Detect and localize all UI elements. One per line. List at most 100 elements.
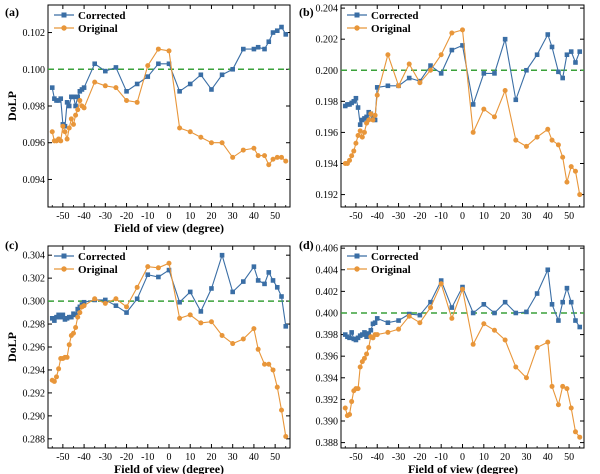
y-tick-label: 0.390 [316, 416, 339, 427]
data-point-corrected [156, 61, 161, 67]
data-point-corrected [374, 316, 380, 321]
data-point-original [240, 147, 246, 153]
data-point-corrected [145, 74, 151, 79]
data-point-original [361, 129, 367, 135]
data-point-corrected [255, 278, 261, 283]
data-point-original [449, 315, 455, 321]
data-point-original [470, 129, 476, 135]
data-point-corrected [545, 267, 551, 273]
x-tick-label: 0 [460, 452, 465, 463]
data-point-original [166, 48, 172, 54]
data-point-corrected [75, 94, 81, 100]
data-point-corrected [385, 320, 391, 325]
y-tick-label: 0.192 [316, 190, 339, 201]
data-point-original [279, 154, 285, 160]
data-point-original [187, 129, 193, 135]
data-point-original [177, 125, 183, 131]
y-tick-label: 0.094 [23, 175, 46, 186]
data-point-original [534, 345, 540, 351]
x-tick-label: 0 [167, 452, 172, 463]
data-point-corrected [279, 294, 284, 299]
data-point-corrected [64, 100, 70, 105]
data-point-original [560, 383, 566, 389]
data-point-corrected [283, 324, 289, 329]
data-point-original [77, 97, 83, 103]
data-point-original [81, 105, 87, 111]
data-point-corrected [166, 267, 172, 273]
data-point-original [266, 361, 272, 367]
x-tick-label: -30 [99, 452, 112, 463]
data-point-corrected [545, 32, 551, 37]
data-point-corrected [560, 299, 565, 305]
chart-panel-2: (b) -50 -40 -30 -20 -10 0 10 20 30 40 50 0.192 0.194 0… [299, 4, 585, 222]
data-point-original [357, 364, 363, 370]
data-point-original [219, 140, 225, 146]
data-point-original [396, 83, 402, 89]
data-point-original [355, 386, 361, 392]
x-tick-label: 10 [479, 452, 489, 463]
data-point-corrected [481, 302, 487, 307]
data-point-original [438, 281, 444, 287]
data-point-corrected [573, 60, 578, 65]
data-point-original [155, 265, 161, 271]
data-point-original [491, 114, 497, 120]
data-point-corrected [357, 122, 363, 127]
data-point-original [283, 158, 289, 164]
panel-label: (b) [299, 5, 314, 19]
y-tick-label: 0.402 [316, 287, 339, 298]
data-point-corrected [52, 318, 57, 323]
series-line-corrected [51, 26, 287, 128]
data-point-original [166, 260, 172, 266]
x-tick-label: -10 [141, 452, 154, 463]
data-point-original [198, 320, 204, 326]
data-point-corrected [187, 81, 193, 87]
data-point-original [155, 46, 161, 52]
data-point-corrected [145, 272, 151, 277]
legend-marker [61, 266, 67, 272]
data-point-original [370, 117, 376, 123]
data-point-original [230, 341, 236, 347]
data-point-original [372, 112, 378, 118]
x-tick-label: -10 [435, 452, 448, 463]
data-point-corrected [564, 52, 570, 58]
data-point-original [262, 153, 268, 159]
data-point-corrected [198, 309, 204, 314]
data-point-corrected [364, 334, 369, 340]
data-point-corrected [69, 314, 74, 320]
data-point-corrected [251, 264, 257, 269]
legend-marker [61, 25, 67, 31]
data-point-corrected [577, 324, 583, 330]
data-point-original [560, 154, 566, 160]
x-tick-label: 40 [249, 452, 259, 463]
data-point-corrected [124, 89, 129, 94]
data-point-corrected [366, 331, 372, 336]
x-tick-label: 20 [206, 211, 216, 222]
data-point-original [75, 107, 81, 113]
data-point-corrected [368, 327, 374, 333]
data-point-original [374, 92, 380, 98]
data-point-original [460, 286, 465, 292]
data-point-original [262, 361, 268, 367]
data-point-corrected [219, 252, 225, 258]
data-point-original [113, 296, 119, 302]
x-tick-label: -40 [77, 211, 90, 222]
y-tick-label: 0.200 [316, 66, 339, 77]
data-point-corrected [134, 296, 140, 302]
data-point-corrected [274, 285, 280, 290]
data-point-original [347, 412, 353, 418]
data-point-original [66, 125, 72, 131]
data-point-corrected [156, 274, 161, 280]
data-point-original [385, 52, 391, 58]
x-tick-label: -50 [56, 211, 69, 222]
data-point-original [545, 339, 551, 345]
legend-label: Corrected [78, 10, 125, 22]
y-axis-title: DoLP [5, 91, 19, 121]
data-point-original [283, 434, 289, 440]
series-line-corrected [344, 267, 581, 341]
y-tick-label: 0.096 [23, 138, 46, 149]
data-point-corrected [347, 335, 352, 341]
data-point-original [396, 326, 402, 332]
data-point-original [349, 399, 355, 405]
data-point-corrected [364, 114, 369, 120]
data-point-corrected [66, 103, 72, 109]
